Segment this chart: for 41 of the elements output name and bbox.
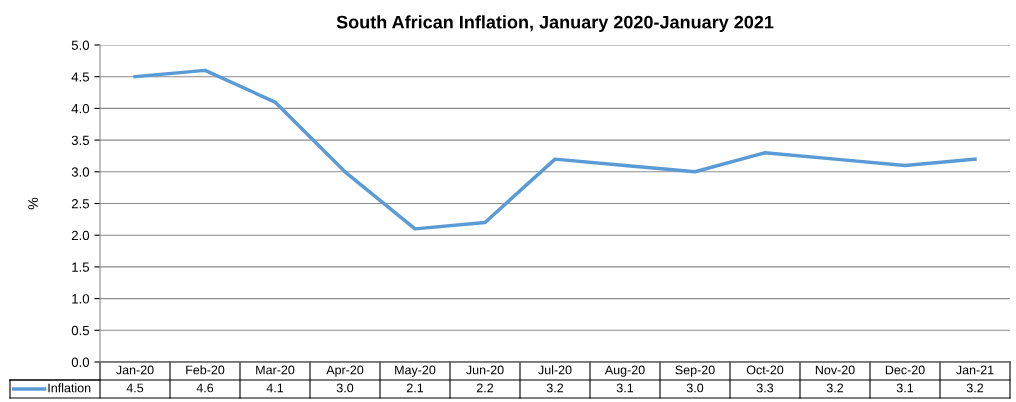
data-label: 3.2 [826, 383, 844, 393]
y-tick-label: 2.5 [71, 199, 90, 209]
x-tick-label: Dec-20 [885, 365, 925, 375]
y-tick-label: 2.0 [71, 230, 90, 241]
x-tick-label: Jan-20 [116, 365, 154, 375]
data-label: 4.5 [126, 383, 144, 393]
x-tick-label: Aug-20 [604, 365, 645, 377]
x-tick-label: Feb-20 [186, 365, 225, 375]
x-tick-label: May-20 [395, 365, 436, 377]
legend-label: Inflation [48, 383, 91, 393]
data-label: 4.1 [266, 383, 284, 393]
y-tick-label: 1.0 [72, 294, 90, 304]
data-label: 4.6 [196, 383, 214, 393]
x-tick-label: Jun-20 [466, 365, 504, 375]
y-tick-label: 1.5 [72, 262, 90, 272]
y-tick-label: 4.5 [71, 72, 90, 82]
data-label: 2.1 [406, 383, 424, 393]
line-series [133, 68, 977, 231]
y-tick-label: 0.0 [71, 357, 90, 367]
y-tick-label: 3.0 [71, 167, 90, 177]
data-label: 3.2 [966, 383, 984, 393]
data-label: 2.2 [476, 383, 494, 393]
data-label: 3.1 [616, 383, 634, 393]
y-axis-title: % [28, 197, 38, 210]
data-label: 3.2 [546, 383, 564, 393]
x-tick-label: Oct-20 [746, 365, 784, 375]
x-tick-label: Jan-21 [956, 365, 994, 375]
x-tick-label: Mar-20 [256, 365, 295, 375]
y-tick-label: 4.0 [71, 103, 90, 114]
data-label: 3.3 [756, 383, 774, 393]
x-tick-label: Nov-20 [815, 365, 855, 375]
y-tick-label: 5.0 [71, 40, 90, 50]
data-label: 3.0 [336, 383, 354, 393]
x-tick-label: Apr-20 [326, 365, 364, 377]
x-tick-label: Jul-20 [538, 365, 572, 375]
x-tick-label: Sep-20 [675, 365, 715, 377]
data-label: 3.1 [896, 383, 914, 393]
y-tick-label: 3.5 [71, 135, 90, 146]
chart-title: South African Inflation, January 2020-January 2021 [336, 15, 774, 33]
y-tick-label: 0.5 [71, 325, 90, 336]
data-label: 3.0 [686, 383, 704, 393]
